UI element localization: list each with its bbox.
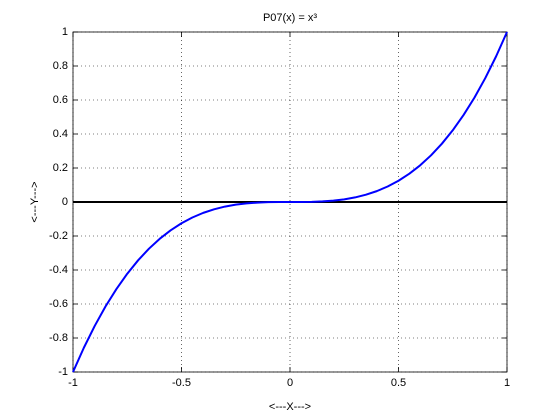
data-line: [72, 31, 508, 373]
y-tick-label: -0.8: [49, 332, 68, 344]
y-tick-label: 0.2: [53, 162, 68, 174]
x-tick-label: 0: [287, 377, 293, 389]
y-axis-label: <---Y--->: [29, 181, 41, 222]
y-tick-label: 0.6: [53, 94, 68, 106]
y-tick-label: 0: [62, 196, 68, 208]
x-tick-label: 1: [504, 377, 510, 389]
y-tick-label: -0.4: [49, 264, 68, 276]
y-tick-label: 0.8: [53, 60, 68, 72]
y-tick-label: -0.6: [49, 298, 68, 310]
x-axis-label: <---X--->: [269, 401, 311, 413]
x-tick-label: 0.5: [391, 377, 406, 389]
x-tick-label: -1: [68, 377, 78, 389]
y-tick-label: 0.4: [53, 128, 68, 140]
x-tick-label: -0.5: [172, 377, 191, 389]
y-tick-label: 1: [62, 26, 68, 38]
chart-title: P07(x) = x³: [263, 12, 317, 24]
y-tick-label: -1: [58, 366, 68, 378]
y-tick-label: -0.2: [49, 230, 68, 242]
